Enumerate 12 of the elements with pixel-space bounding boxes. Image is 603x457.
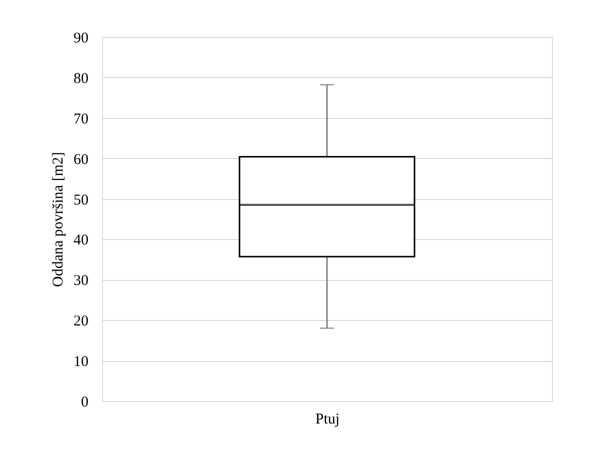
y-tick-label: 80 bbox=[74, 70, 88, 87]
y-tick-label: 70 bbox=[74, 111, 88, 128]
y-tick-label: 40 bbox=[74, 232, 88, 249]
y-tick-label: 20 bbox=[74, 314, 88, 330]
y-tick-label: 60 bbox=[74, 152, 88, 168]
y-tick-label: 50 bbox=[74, 192, 88, 208]
x-tick-label: Ptuj bbox=[315, 412, 340, 428]
y-axis-title: Oddana površina [m2] bbox=[50, 152, 66, 287]
y-tick-label: 0 bbox=[81, 394, 88, 410]
y-tick-label: 30 bbox=[74, 273, 88, 290]
y-tick-label: 10 bbox=[74, 354, 88, 370]
y-tick-label: 90 bbox=[74, 30, 88, 46]
